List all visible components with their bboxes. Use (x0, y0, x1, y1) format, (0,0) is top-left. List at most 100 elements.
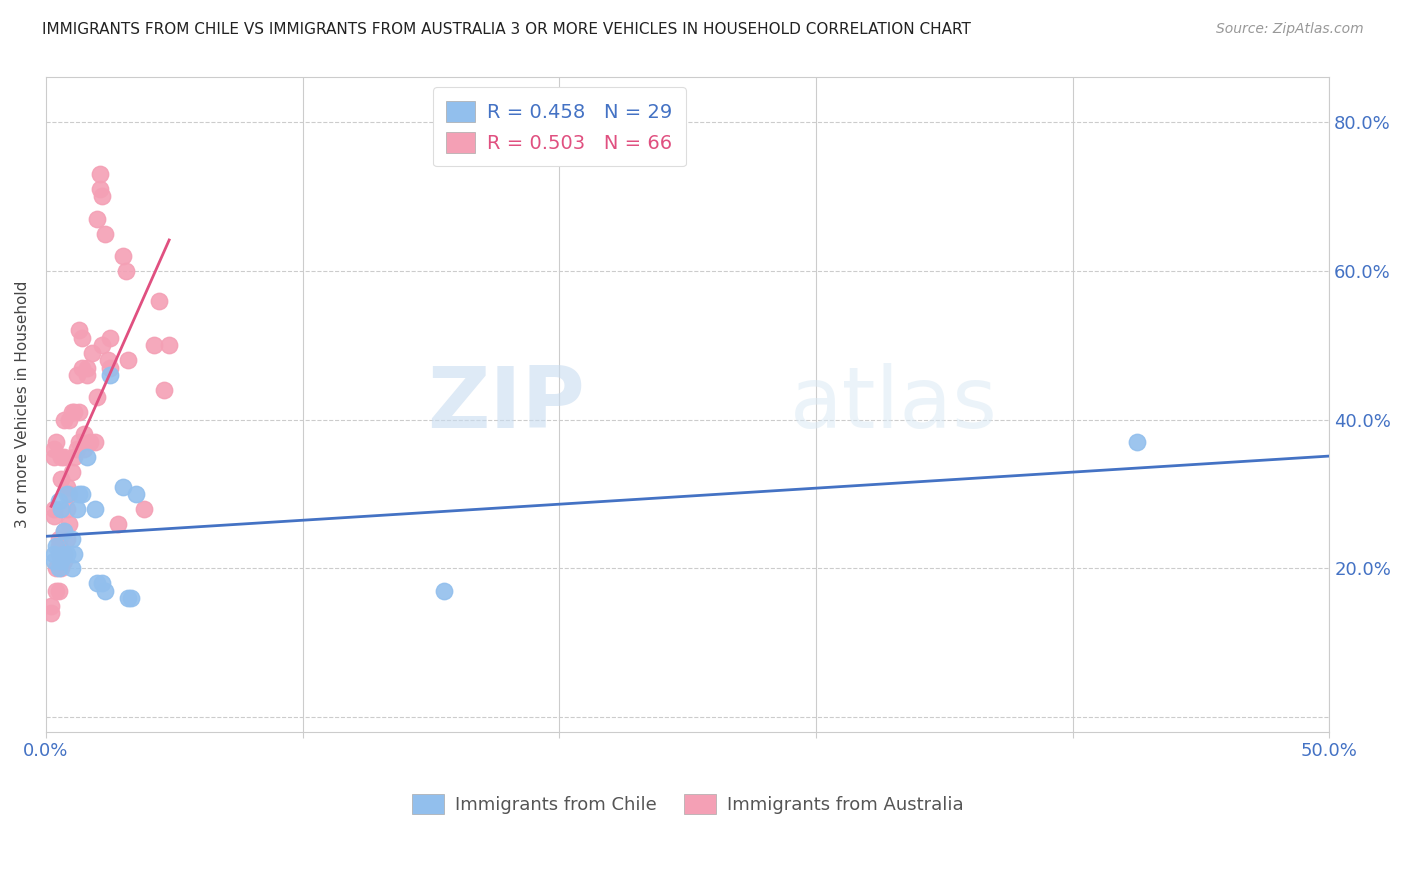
Point (42, 547, 65, 561)
Point (107, 516, 129, 531)
Point (58, 412, 80, 426)
Point (89, 182, 111, 196)
Point (52, 450, 75, 464)
Point (58, 487, 80, 501)
Point (76, 360, 98, 375)
Point (67, 323, 90, 337)
Point (433, 583, 456, 598)
Point (60, 532, 83, 546)
Point (48, 532, 70, 546)
Point (97, 353, 120, 368)
Point (111, 249, 134, 263)
Point (73, 442, 96, 457)
Point (76, 368, 98, 382)
Point (42, 554, 65, 568)
Point (83, 434, 105, 449)
Point (52, 524, 75, 539)
Text: IMMIGRANTS FROM CHILE VS IMMIGRANTS FROM AUSTRALIA 3 OR MORE VEHICLES IN HOUSEHO: IMMIGRANTS FROM CHILE VS IMMIGRANTS FROM… (42, 22, 972, 37)
Point (83, 501, 105, 516)
Point (51, 501, 73, 516)
Point (86, 211, 108, 226)
Point (120, 591, 142, 606)
Point (51, 554, 73, 568)
Point (142, 338, 165, 352)
Point (48, 583, 70, 598)
Point (66, 442, 89, 457)
Point (63, 405, 86, 419)
Point (48, 547, 70, 561)
Point (66, 368, 89, 382)
Y-axis label: 3 or more Vehicles in Household: 3 or more Vehicles in Household (15, 281, 30, 528)
Point (52, 524, 75, 539)
Point (58, 516, 80, 531)
Point (67, 434, 90, 449)
Point (148, 293, 170, 308)
Point (132, 501, 155, 516)
Point (91, 576, 114, 591)
Point (55, 532, 77, 546)
Point (67, 405, 90, 419)
Point (117, 353, 139, 368)
Point (60, 405, 83, 419)
Point (52, 412, 75, 426)
Point (60, 465, 83, 479)
Point (63, 450, 86, 464)
Point (1126, 434, 1149, 449)
Point (42, 442, 65, 457)
Point (70, 360, 93, 375)
Point (98, 360, 121, 375)
Point (51, 547, 73, 561)
Point (111, 479, 134, 493)
Point (157, 338, 180, 352)
Point (66, 501, 89, 516)
Point (48, 494, 70, 508)
Point (73, 427, 96, 442)
Point (55, 487, 77, 501)
Point (51, 547, 73, 561)
Point (42, 501, 65, 516)
Point (89, 167, 111, 181)
Point (51, 561, 73, 575)
Point (42, 509, 65, 524)
Text: ZIP: ZIP (427, 363, 585, 446)
Point (70, 487, 93, 501)
Point (52, 547, 75, 561)
Point (45, 561, 67, 575)
Point (91, 189, 114, 203)
Text: Source: ZipAtlas.com: Source: ZipAtlas.com (1216, 22, 1364, 37)
Point (39, 606, 62, 620)
Text: atlas: atlas (790, 363, 998, 446)
Point (45, 434, 67, 449)
Point (86, 390, 108, 404)
Point (94, 583, 117, 598)
Point (60, 561, 83, 575)
Point (114, 264, 136, 278)
Point (52, 547, 75, 561)
Point (91, 338, 114, 352)
Point (52, 554, 75, 568)
Point (55, 501, 77, 516)
Point (153, 383, 176, 397)
Point (55, 547, 77, 561)
Point (79, 434, 101, 449)
Point (51, 450, 73, 464)
Point (82, 345, 104, 359)
Legend: Immigrants from Chile, Immigrants from Australia: Immigrants from Chile, Immigrants from A… (405, 787, 972, 822)
Point (67, 487, 90, 501)
Point (63, 547, 86, 561)
Point (51, 472, 73, 486)
Point (42, 450, 65, 464)
Point (45, 583, 67, 598)
Point (94, 227, 117, 241)
Point (48, 561, 70, 575)
Point (76, 450, 98, 464)
Point (86, 576, 108, 591)
Point (98, 368, 121, 382)
Point (45, 539, 67, 553)
Point (39, 599, 62, 613)
Point (70, 331, 93, 345)
Point (117, 591, 139, 606)
Point (48, 539, 70, 553)
Point (55, 479, 77, 493)
Point (125, 487, 148, 501)
